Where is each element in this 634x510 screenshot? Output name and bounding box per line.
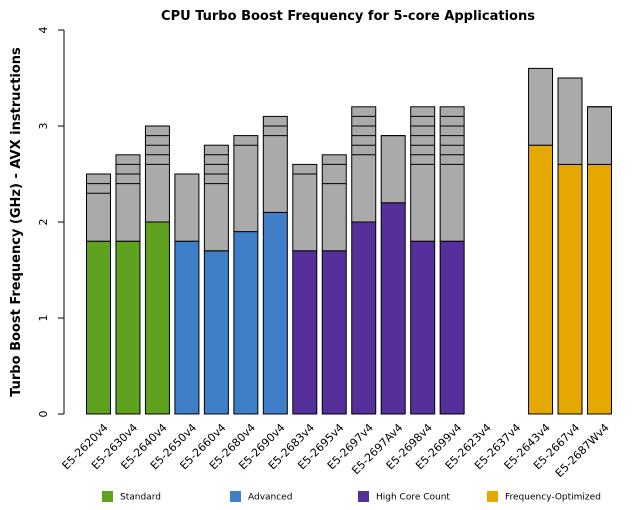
legend-swatch	[230, 491, 241, 502]
y-axis-title: Turbo Boost Frequency (GHz) - AVX instru…	[9, 47, 24, 397]
bar-segment	[557, 163, 583, 415]
bar-segment	[86, 173, 111, 242]
bar-segment	[115, 240, 141, 415]
bar-segment	[528, 144, 554, 415]
bar-segment	[292, 163, 318, 252]
bar-segment	[557, 77, 583, 165]
legend-swatch	[102, 491, 113, 502]
bar-segment	[262, 115, 288, 213]
bar-segment	[380, 202, 406, 415]
bar-segment	[144, 125, 170, 223]
bar-segment	[203, 144, 229, 252]
legend-label: Standard	[120, 493, 161, 503]
y-tick-label: 1	[37, 315, 50, 322]
bar-segment	[203, 250, 229, 415]
chart-title: CPU Turbo Boost Frequency for 5-core App…	[161, 9, 535, 24]
bar-segment	[439, 240, 465, 415]
bar-segment	[86, 240, 111, 415]
y-tick-label: 0	[37, 411, 50, 418]
bar-segment	[233, 135, 259, 233]
bar-segment	[439, 106, 465, 242]
bar-segment	[351, 221, 377, 415]
bar-segment	[351, 106, 377, 223]
y-tick-label: 4	[37, 27, 50, 34]
legend-label: High Core Count	[376, 493, 450, 503]
bar-segment	[410, 106, 436, 242]
bar-segment	[321, 250, 347, 415]
bar-segment	[144, 221, 170, 415]
bar-segment	[586, 106, 612, 165]
bar-segment	[380, 135, 406, 204]
legend-label: Frequency-Optimized	[505, 493, 601, 503]
y-tick-label: 3	[37, 123, 50, 130]
bar-segment	[292, 250, 318, 415]
bar-segment	[115, 154, 141, 242]
bar-segment	[262, 211, 288, 415]
bar-segment	[586, 163, 612, 415]
bar-segment	[321, 154, 347, 252]
y-tick-label: 2	[37, 219, 50, 226]
bar-segment	[174, 240, 200, 415]
legend-swatch	[487, 491, 498, 502]
legend-swatch	[358, 491, 369, 502]
bar-segment	[528, 67, 554, 146]
legend-label: Advanced	[248, 493, 292, 503]
bar-segment	[410, 240, 436, 415]
bar-segment	[233, 231, 259, 415]
bar-segment	[174, 173, 200, 242]
